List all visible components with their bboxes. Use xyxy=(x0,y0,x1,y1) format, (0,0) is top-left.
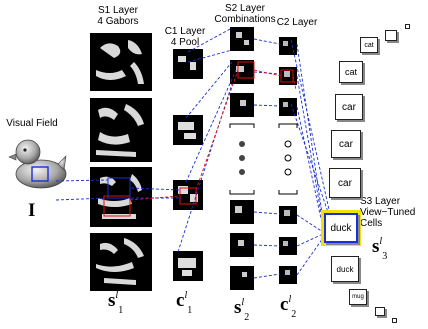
c2-symbol-sub: 2 xyxy=(291,309,297,321)
s2-bracket-bottom xyxy=(229,190,255,195)
s2-response-map xyxy=(230,27,254,51)
c2-layer-label: C2 Layer xyxy=(276,17,318,28)
s3-view-tuned-label: View−Tuned xyxy=(360,207,416,218)
s2-layer-label: S2 Layer xyxy=(224,3,266,14)
c2-texture xyxy=(283,41,290,275)
view-tuned-cell: car xyxy=(329,168,361,198)
s3-symbol-sup: l xyxy=(379,235,383,247)
s2-bracket-top xyxy=(229,123,255,128)
c2-symbol-sup: l xyxy=(288,293,292,305)
small-view-cell xyxy=(405,24,410,29)
s2-symbol-sub: 2 xyxy=(244,312,250,324)
small-view-cell xyxy=(392,318,397,323)
c1-symbol: cl 1 xyxy=(176,289,193,317)
duck-image xyxy=(8,139,67,189)
input-symbol: I xyxy=(28,200,35,222)
s2-ellipsis-dots xyxy=(239,141,245,175)
view-tuned-cell: duck xyxy=(331,256,359,282)
s1-gabors-label: 4 Gabors xyxy=(97,16,139,27)
small-view-cell xyxy=(375,307,385,316)
s2-response-map xyxy=(230,266,254,290)
s2-texture xyxy=(235,32,249,277)
c2-bracket-bottom xyxy=(278,190,298,195)
red-connection-lines xyxy=(129,69,297,201)
receptive-field-highlights xyxy=(103,61,294,217)
c2-symbol: cl 2 xyxy=(280,293,297,321)
view-tuned-cell: cat xyxy=(360,37,378,53)
s1-texture xyxy=(96,40,144,285)
small-view-cell xyxy=(385,30,397,41)
s1-symbol-sup: l xyxy=(115,289,119,301)
c1-symbol-sup: l xyxy=(184,289,188,301)
view-tuned-cell: mug xyxy=(349,289,367,305)
view-tuned-cell: cat xyxy=(339,61,363,83)
s3-symbol-base: s xyxy=(372,236,380,257)
input-symbol-letter: I xyxy=(28,200,36,221)
view-tuned-cell: car xyxy=(331,130,361,158)
s2-layer-title: S2 Layer Combinations xyxy=(212,3,278,25)
s3-layer-label: S3 Layer xyxy=(360,196,401,207)
c1-response-map xyxy=(173,49,203,79)
s1-symbol-sub: 1 xyxy=(118,305,124,317)
c1-pool-label: 4 Pool xyxy=(170,37,200,48)
c1-symbol-sub: 1 xyxy=(187,305,193,317)
s1-symbol-base: s xyxy=(108,290,116,311)
c1-layer-title: C1 Layer 4 Pool xyxy=(160,26,210,48)
s3-symbol: sl 3 xyxy=(372,235,388,263)
c2-bracket-top xyxy=(278,123,298,128)
s3-cells-label: Cells xyxy=(360,218,383,229)
s2-combinations-label: Combinations xyxy=(214,14,276,25)
c1-symbol-base: c xyxy=(176,290,185,311)
s3-symbol-sub: 3 xyxy=(382,251,388,263)
s2-symbol-sup: l xyxy=(241,296,245,308)
s1-symbol: sl 1 xyxy=(108,289,124,317)
c2-ellipsis-dots xyxy=(284,140,292,176)
view-tuned-cell: duck xyxy=(324,213,358,243)
s2-symbol: sl 2 xyxy=(234,296,250,324)
visual-field-image xyxy=(8,130,68,192)
s1-layer-title: S1 Layer 4 Gabors xyxy=(88,5,148,27)
s3-layer-title: S3 Layer View−Tuned Cells xyxy=(360,196,426,229)
visual-field-label: Visual Field xyxy=(6,118,58,129)
s2-symbol-base: s xyxy=(234,297,242,318)
c1-layer-label: C1 Layer xyxy=(164,26,206,37)
s1-layer-label: S1 Layer xyxy=(97,5,139,16)
c1-texture xyxy=(178,56,198,276)
view-tuned-cell: car xyxy=(335,94,363,120)
c2-symbol-base: c xyxy=(280,294,289,315)
